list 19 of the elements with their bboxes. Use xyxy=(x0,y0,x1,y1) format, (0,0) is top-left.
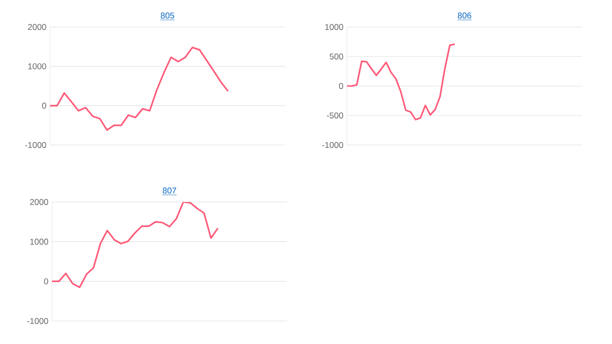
y-tick-label: 0 xyxy=(339,83,344,89)
y-tick-label: -1000 xyxy=(25,142,46,148)
y-tick-label: 2000 xyxy=(30,199,48,205)
chart-title: 805 xyxy=(160,12,174,19)
chart-title: 807 xyxy=(162,188,176,194)
y-tick-label: -500 xyxy=(326,112,344,118)
line-series xyxy=(50,46,229,131)
y-tick-label: 1000 xyxy=(325,24,344,30)
y-tick-label: 0 xyxy=(44,278,48,284)
chart-title: 806 xyxy=(458,12,472,19)
line-series xyxy=(347,43,456,120)
y-tick-label: 2000 xyxy=(28,24,46,30)
y-tick-label: -1000 xyxy=(27,318,48,324)
y-tick-label: 1000 xyxy=(30,238,48,245)
y-tick-label: 1000 xyxy=(28,63,46,70)
line-series xyxy=(52,202,219,288)
y-tick-label: 500 xyxy=(330,54,344,60)
y-tick-label: -1000 xyxy=(322,142,344,148)
y-tick-label: 0 xyxy=(42,102,46,109)
